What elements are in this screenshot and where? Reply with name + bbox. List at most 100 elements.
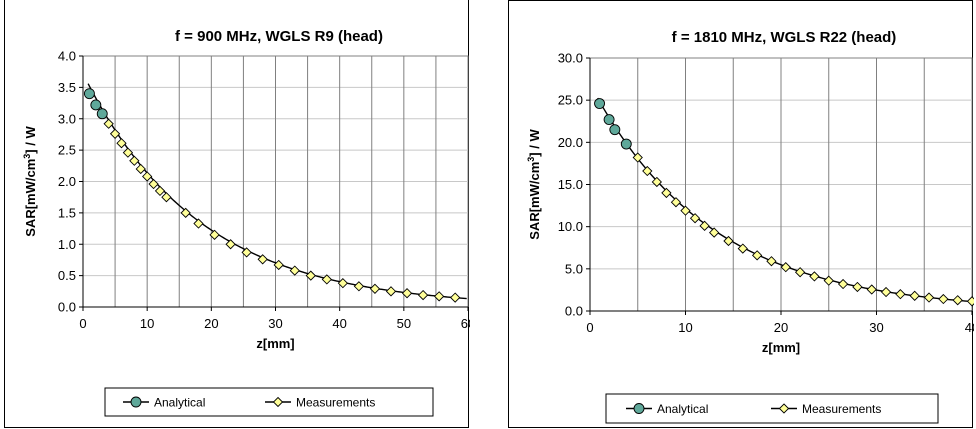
x-tick-label: 30 [869, 320, 883, 335]
legend-label: Measurements [296, 396, 375, 410]
measurement-point [103, 118, 114, 129]
measurement-point [895, 288, 906, 300]
analytical-point [96, 108, 108, 120]
legend-circle-marker [130, 396, 142, 408]
measurement-point [289, 265, 300, 276]
x-tick-label: 10 [678, 320, 692, 335]
measurement-point [369, 283, 381, 294]
x-tick-label: 60 [461, 316, 470, 331]
legend-diamond-marker [272, 396, 284, 408]
measurement-point [766, 256, 777, 267]
y-tick-label: 3.0 [58, 111, 76, 126]
x-tick-label: 10 [140, 316, 154, 331]
measurement-point [751, 250, 763, 261]
y-tick-label: 2.0 [58, 174, 76, 189]
measurement-point [852, 281, 863, 293]
measurement-point [794, 267, 806, 278]
y-tick-label: 2.5 [58, 143, 76, 158]
measurement-point [385, 286, 397, 297]
measurement-point [129, 155, 140, 166]
measurement-point [699, 220, 710, 231]
chart-title: f = 900 MHz, WGLS R9 (head) [175, 28, 383, 45]
measurement-point [321, 274, 332, 285]
legend-diamond-marker [778, 403, 790, 414]
y-tick-label: 5.0 [565, 261, 583, 276]
measurement-point [923, 292, 935, 303]
measurement-point [909, 290, 920, 301]
measurement-point [122, 147, 134, 158]
measurement-point [305, 270, 316, 281]
measurement-point [135, 163, 146, 175]
y-tick-label: 30.0 [558, 51, 583, 66]
measurement-point [938, 293, 949, 305]
measurement-point [737, 243, 748, 254]
measurement-point [780, 262, 791, 273]
y-tick-label: 0.0 [58, 300, 76, 315]
measurement-point [709, 227, 720, 238]
y-tick-label: 10.0 [558, 219, 583, 234]
measurement-point [180, 207, 191, 219]
measurement-point [723, 235, 734, 247]
measurement-point [257, 254, 268, 265]
chart-title: f = 1810 MHz, WGLS R22 (head) [672, 29, 897, 46]
measurement-point [680, 205, 691, 216]
y-tick-label: 1.0 [58, 237, 76, 252]
measurement-point [661, 187, 672, 199]
analytical-point [594, 98, 606, 109]
measurement-point [193, 218, 204, 229]
measurement-point [632, 152, 643, 163]
measurement-point [837, 278, 849, 290]
y-tick-label: 1.5 [58, 205, 76, 220]
measurement-point [109, 128, 121, 139]
measurement-point [273, 259, 284, 271]
measurement-point [142, 171, 153, 182]
y-tick-label: 3.5 [58, 80, 76, 95]
measurement-point [670, 197, 682, 208]
x-tick-label: 30 [268, 316, 282, 331]
chart-panel-left: f = 900 MHz, WGLS R9 (head) 0.0 0.5 1.0 1.5 2… [4, 0, 470, 428]
y-tick-label: 20.0 [558, 135, 583, 150]
y-tick-label: 25.0 [558, 93, 583, 108]
legend-label: Analytical [657, 402, 708, 416]
measurement-point [241, 247, 252, 258]
y-axis-label: SAR[mW/cm3] / W [526, 129, 542, 240]
x-tick-label: 20 [204, 316, 218, 331]
measurement-point [337, 278, 349, 289]
legend-label: Analytical [154, 396, 205, 410]
measurement-point [823, 275, 834, 286]
measurement-point [148, 178, 159, 190]
x-axis-label: z[mm] [762, 340, 800, 355]
measurement-point [952, 295, 963, 306]
measurement-point [450, 292, 461, 303]
analytical-point [603, 114, 615, 126]
x-tick-label: 50 [397, 316, 411, 331]
x-axis-label: z[mm] [256, 336, 294, 351]
y-axis-label: SAR[mW/cm3] / W [22, 126, 38, 237]
y-tick-label: 0.5 [58, 268, 76, 283]
measurement-point [209, 229, 220, 240]
x-tick-label: 0 [586, 320, 593, 335]
chart-right: f = 1810 MHz, WGLS R22 (head) 0.0 5.0 10.0 1… [526, 29, 974, 424]
legend-label: Measurements [802, 402, 881, 416]
chart-left: f = 900 MHz, WGLS R9 (head) 0.0 0.5 1.0 1.5 2… [22, 28, 470, 417]
measurement-point [880, 286, 892, 298]
legend-circle-marker [633, 403, 645, 414]
measurement-point [966, 296, 974, 307]
analytical-point [83, 88, 95, 100]
x-tick-label: 20 [774, 320, 788, 335]
y-tick-label: 0.0 [565, 304, 583, 319]
measurement-point [642, 165, 653, 177]
measurement-point [689, 213, 701, 224]
measurement-point [433, 291, 445, 302]
measurement-point [161, 192, 172, 203]
analytical-point [620, 138, 632, 150]
measurement-point [866, 284, 877, 295]
measurement-point [651, 176, 662, 188]
x-tick-label: 0 [79, 316, 86, 331]
measurement-point [401, 288, 413, 299]
analytical-point [90, 99, 102, 111]
x-tick-label: 40 [965, 320, 974, 335]
measurement-point [225, 239, 236, 250]
measurement-point [116, 138, 127, 149]
y-tick-label: 4.0 [58, 49, 76, 64]
